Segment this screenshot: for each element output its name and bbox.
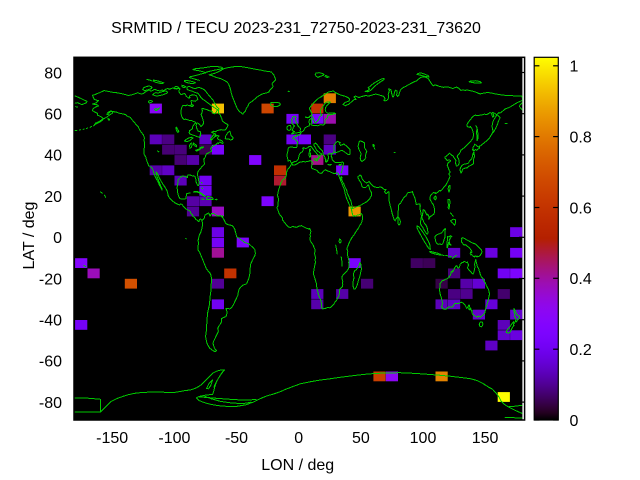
- svg-text:-50: -50: [225, 430, 248, 447]
- svg-text:SRMTID / TECU 2023-231_72750-2: SRMTID / TECU 2023-231_72750-2023-231_73…: [111, 20, 481, 37]
- svg-text:50: 50: [352, 430, 370, 447]
- svg-text:0.6: 0.6: [570, 200, 592, 217]
- svg-text:LON / deg: LON / deg: [261, 457, 334, 474]
- svg-text:0: 0: [570, 413, 579, 430]
- svg-text:0.4: 0.4: [570, 271, 592, 288]
- svg-text:100: 100: [410, 430, 437, 447]
- svg-text:150: 150: [472, 430, 499, 447]
- svg-text:0.2: 0.2: [570, 342, 592, 359]
- svg-text:-60: -60: [39, 354, 62, 371]
- svg-text:1: 1: [570, 59, 579, 76]
- svg-text:0: 0: [53, 230, 62, 247]
- svg-text:LAT / deg: LAT / deg: [21, 202, 38, 270]
- svg-text:-80: -80: [39, 395, 62, 412]
- svg-text:-100: -100: [158, 430, 190, 447]
- svg-text:-20: -20: [39, 271, 62, 288]
- svg-text:60: 60: [44, 107, 62, 124]
- svg-text:80: 80: [44, 65, 62, 82]
- svg-text:40: 40: [44, 148, 62, 165]
- svg-text:-40: -40: [39, 313, 62, 330]
- svg-text:-150: -150: [96, 430, 128, 447]
- svg-text:20: 20: [44, 189, 62, 206]
- svg-text:0: 0: [294, 430, 303, 447]
- svg-text:0.8: 0.8: [570, 129, 592, 146]
